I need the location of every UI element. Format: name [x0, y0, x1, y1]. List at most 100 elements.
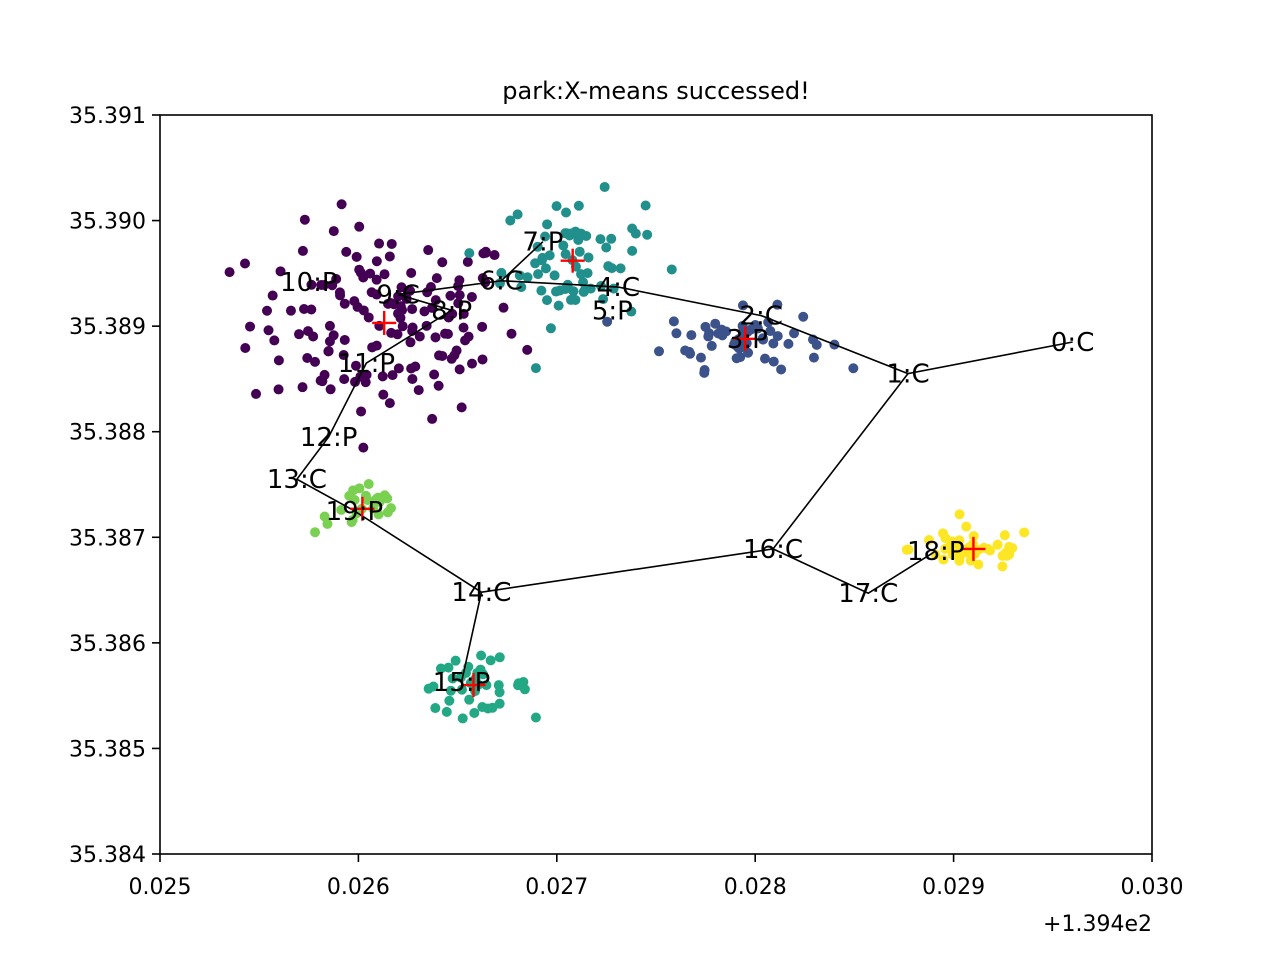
data-point-cluster-0	[454, 290, 465, 301]
data-point-cluster-3	[476, 650, 487, 661]
data-point-cluster-3	[457, 713, 468, 724]
data-point-cluster-2	[615, 263, 626, 274]
x-tick-label: 0.030	[1121, 875, 1184, 900]
data-point-cluster-3	[482, 703, 493, 714]
data-point-cluster-0	[351, 251, 362, 262]
data-point-cluster-2	[464, 248, 475, 259]
data-point-cluster-2	[601, 242, 612, 253]
data-point-cluster-0	[453, 298, 464, 309]
data-point-cluster-0	[406, 267, 417, 278]
data-point-cluster-2	[570, 294, 581, 305]
data-point-cluster-2	[573, 234, 584, 245]
data-point-cluster-0	[393, 308, 404, 319]
data-point-cluster-1	[731, 353, 742, 364]
x-tick-label: 0.028	[724, 875, 787, 900]
data-point-cluster-0	[350, 360, 361, 371]
node-label-5: 5:P	[592, 296, 633, 326]
scatter-points	[224, 181, 1030, 724]
data-point-cluster-5	[961, 521, 972, 532]
data-point-cluster-0	[374, 238, 385, 249]
y-tick-label: 35.388	[69, 421, 146, 446]
data-point-cluster-4	[373, 509, 384, 520]
data-point-cluster-2	[626, 306, 637, 317]
data-point-cluster-0	[327, 280, 338, 291]
data-point-cluster-0	[297, 382, 308, 393]
data-point-cluster-3	[475, 664, 486, 675]
data-point-cluster-2	[522, 272, 533, 283]
data-point-cluster-0	[293, 329, 304, 340]
data-point-cluster-0	[477, 273, 488, 284]
data-point-cluster-1	[765, 326, 776, 337]
data-point-cluster-0	[431, 273, 442, 284]
node-label-11: 11:P	[338, 349, 396, 379]
data-point-cluster-1	[671, 328, 682, 339]
data-point-cluster-0	[489, 250, 500, 261]
data-point-cluster-0	[430, 295, 441, 306]
data-point-cluster-0	[245, 321, 256, 332]
data-point-cluster-2	[560, 228, 571, 239]
data-point-cluster-3	[469, 708, 480, 719]
data-point-cluster-2	[576, 269, 587, 280]
data-point-cluster-2	[627, 245, 638, 256]
node-label-14: 14:C	[451, 578, 511, 608]
data-point-cluster-2	[551, 286, 562, 297]
data-point-cluster-3	[464, 694, 475, 705]
data-point-cluster-1	[768, 356, 779, 367]
data-point-cluster-2	[553, 300, 564, 311]
data-point-cluster-0	[275, 266, 286, 277]
node-label-16: 16:C	[743, 535, 803, 565]
data-point-cluster-1	[772, 331, 783, 342]
data-point-cluster-0	[462, 256, 473, 267]
data-point-cluster-5	[938, 528, 949, 539]
data-point-cluster-4	[363, 479, 374, 490]
data-point-cluster-2	[560, 284, 571, 295]
data-point-cluster-0	[306, 304, 317, 315]
data-point-cluster-2	[512, 209, 523, 220]
data-point-cluster-0	[466, 291, 477, 302]
data-point-cluster-4	[348, 485, 359, 496]
data-point-cluster-4	[346, 517, 357, 528]
data-point-cluster-1	[602, 316, 613, 327]
data-point-cluster-5	[940, 543, 951, 554]
data-point-cluster-0	[386, 327, 397, 338]
data-point-cluster-0	[269, 335, 280, 346]
data-point-cluster-0	[442, 329, 453, 340]
data-point-cluster-1	[811, 339, 822, 350]
data-point-cluster-1	[848, 363, 859, 374]
data-point-cluster-5	[947, 549, 958, 560]
data-point-cluster-0	[306, 279, 317, 290]
data-point-cluster-2	[642, 229, 653, 240]
data-point-cluster-1	[776, 364, 787, 375]
data-point-cluster-4	[385, 503, 396, 514]
data-point-cluster-5	[968, 530, 979, 541]
data-point-cluster-0	[410, 361, 421, 372]
data-point-cluster-0	[341, 246, 352, 257]
data-point-cluster-0	[413, 385, 424, 396]
data-point-cluster-0	[437, 257, 448, 268]
data-point-cluster-0	[360, 377, 371, 388]
data-point-cluster-5	[973, 559, 984, 570]
node-label-13: 13:C	[267, 465, 327, 495]
data-point-cluster-0	[388, 299, 399, 310]
data-point-cluster-5	[1000, 547, 1011, 558]
data-point-cluster-2	[514, 270, 525, 281]
centroid-marker-0	[372, 310, 397, 335]
data-point-cluster-0	[414, 331, 425, 342]
data-point-cluster-0	[323, 346, 334, 357]
data-point-cluster-0	[477, 321, 488, 332]
y-tick-label: 35.385	[69, 737, 146, 762]
data-point-cluster-0	[386, 238, 397, 249]
data-point-cluster-0	[361, 369, 372, 380]
data-point-cluster-0	[263, 325, 274, 336]
data-point-cluster-5	[901, 544, 912, 555]
data-point-cluster-3	[430, 703, 441, 714]
data-point-cluster-0	[267, 290, 278, 301]
data-point-cluster-4	[349, 494, 360, 505]
data-point-cluster-2	[561, 207, 572, 218]
data-point-cluster-2	[530, 258, 541, 269]
data-point-cluster-5	[947, 536, 958, 547]
data-point-cluster-2	[496, 267, 507, 278]
data-point-cluster-0	[354, 264, 365, 275]
data-point-cluster-1	[760, 353, 771, 364]
data-point-cluster-5	[1019, 527, 1030, 538]
